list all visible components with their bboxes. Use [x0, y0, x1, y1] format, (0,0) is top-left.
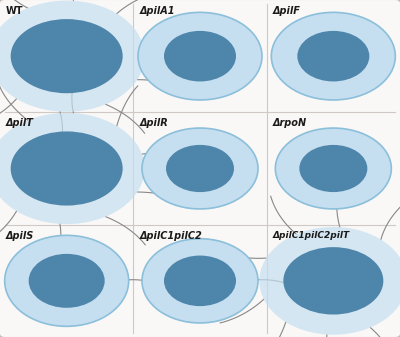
Ellipse shape: [299, 145, 367, 192]
Ellipse shape: [142, 239, 258, 323]
Text: ΔpilC1pilC2: ΔpilC1pilC2: [139, 231, 202, 241]
Ellipse shape: [0, 1, 145, 112]
Ellipse shape: [271, 12, 395, 100]
Text: ΔpilF: ΔpilF: [273, 6, 300, 16]
Ellipse shape: [259, 227, 400, 335]
Ellipse shape: [164, 255, 236, 306]
Ellipse shape: [166, 145, 234, 192]
Text: ΔpilC1pilC2pilT: ΔpilC1pilC2pilT: [273, 231, 350, 240]
Ellipse shape: [0, 113, 145, 224]
Ellipse shape: [164, 31, 236, 82]
Ellipse shape: [5, 235, 129, 326]
Ellipse shape: [138, 12, 262, 100]
Ellipse shape: [11, 131, 123, 206]
Ellipse shape: [297, 31, 369, 82]
Ellipse shape: [275, 128, 391, 209]
Ellipse shape: [11, 19, 123, 93]
Text: ΔpilS: ΔpilS: [6, 231, 34, 241]
Text: ΔpilA1: ΔpilA1: [139, 6, 175, 16]
Text: WT: WT: [6, 6, 24, 16]
Ellipse shape: [142, 128, 258, 209]
Text: ΔpilT: ΔpilT: [6, 118, 34, 128]
Text: ΔrpoN: ΔrpoN: [273, 118, 307, 128]
Ellipse shape: [29, 254, 105, 308]
Ellipse shape: [283, 247, 383, 314]
Text: ΔpilR: ΔpilR: [139, 118, 168, 128]
